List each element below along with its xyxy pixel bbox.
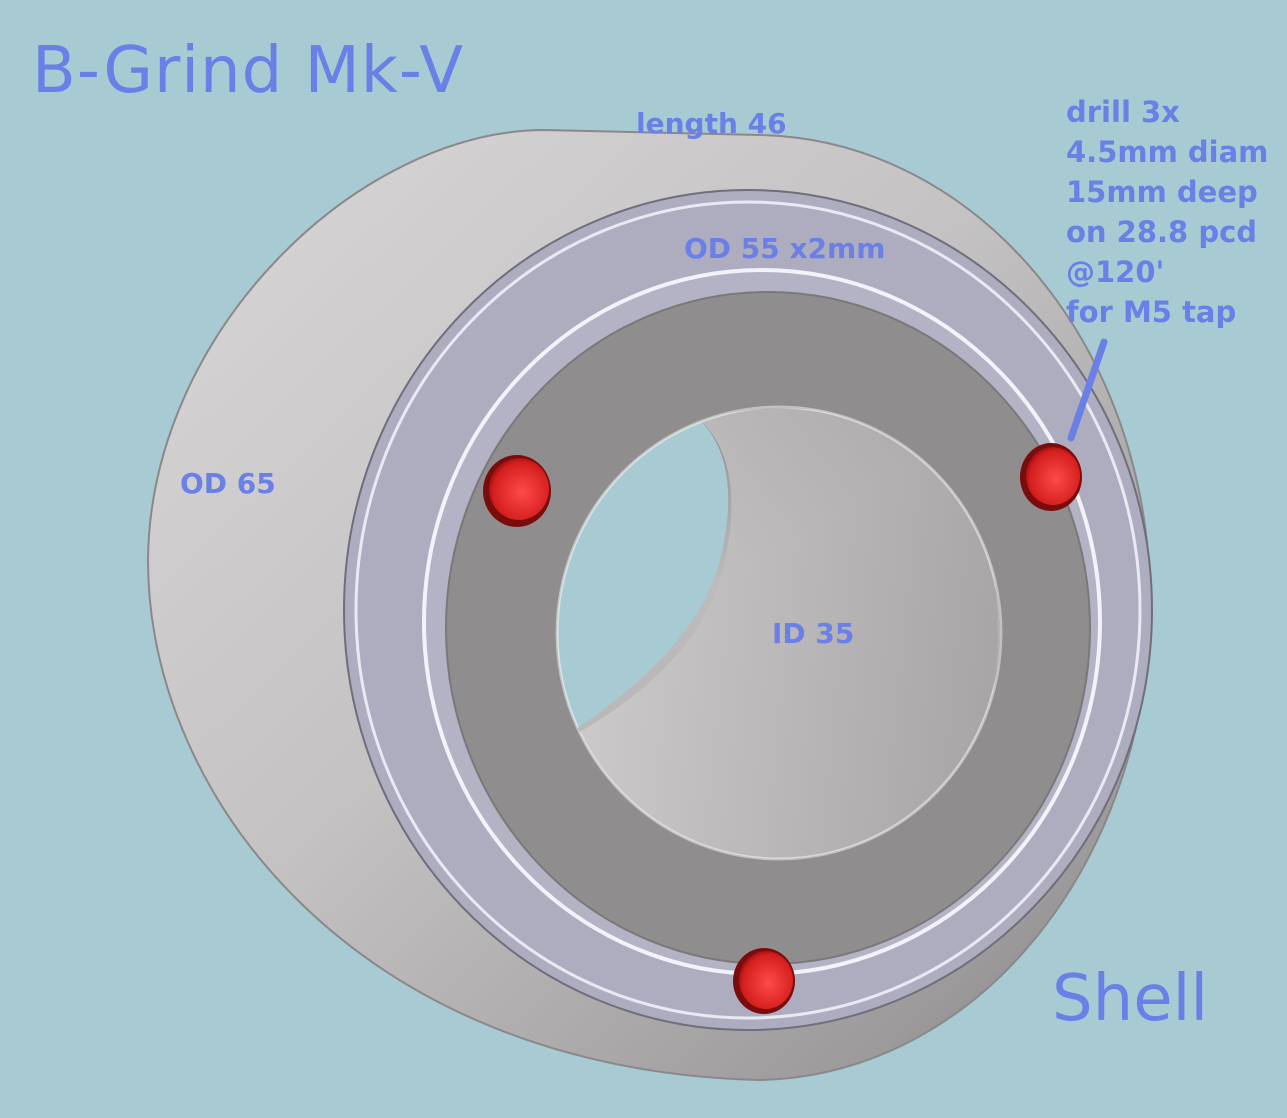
tapped-hole-bottom — [733, 948, 795, 1014]
part-name: Shell — [1052, 962, 1209, 1036]
tapped-hole-left — [483, 455, 551, 527]
drill-note-leader — [1067, 338, 1108, 442]
recess-label: OD 55 x2mm — [684, 232, 886, 265]
drill-note-line: 4.5mm diam — [1066, 135, 1269, 169]
drill-note-line: @120' — [1066, 255, 1165, 289]
outer-diameter-label: OD 65 — [180, 467, 276, 500]
length-label: length 46 — [636, 107, 787, 140]
drill-note-line: drill 3x — [1066, 95, 1180, 129]
drill-note-line: for M5 tap — [1066, 295, 1237, 329]
tapped-hole-right — [1020, 443, 1082, 511]
drill-note: drill 3x 4.5mm diam 15mm deep on 28.8 pc… — [1066, 92, 1268, 332]
drawing-title: B-Grind Mk-V — [32, 34, 464, 108]
inner-diameter-label: ID 35 — [772, 617, 855, 650]
drill-note-line: 15mm deep — [1066, 175, 1258, 209]
drill-note-line: on 28.8 pcd — [1066, 215, 1258, 249]
